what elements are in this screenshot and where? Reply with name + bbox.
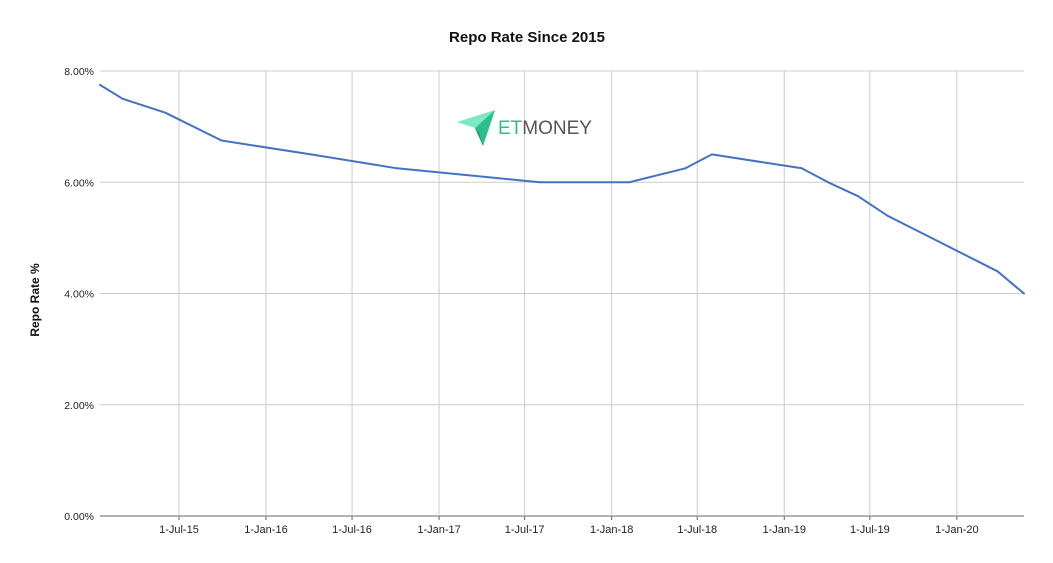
x-tick-label: 1-Jan-18 [590, 524, 633, 536]
x-tick-label: 1-Jul-15 [159, 524, 199, 536]
chart-title: Repo Rate Since 2015 [449, 29, 605, 46]
data-point [1023, 292, 1025, 295]
x-tick-label: 1-Jan-19 [763, 524, 806, 536]
x-axis-ticks: 1-Jul-15 1-Jan-16 1-Jul-16 1-Jan-17 1-Jul-17… [159, 524, 978, 536]
data-point [710, 153, 713, 156]
data-point [121, 97, 124, 100]
series-line [99, 84, 1025, 295]
x-tick-label: 1-Jan-17 [417, 524, 460, 536]
data-point [395, 167, 398, 170]
x-tick-label: 1-Jul-19 [850, 524, 890, 536]
data-point [684, 167, 687, 170]
etmoney-watermark: ETMONEY [457, 110, 592, 146]
data-point [538, 181, 541, 184]
data-point [827, 181, 830, 184]
y-axis-ticks: 0.00% 2.00% 4.00% 6.00% 8.00% [64, 66, 94, 523]
data-point [800, 167, 803, 170]
data-point [220, 139, 223, 142]
x-tick-label: 1-Jan-16 [244, 524, 287, 536]
x-tick-label: 1-Jul-18 [677, 524, 717, 536]
data-point [164, 111, 167, 114]
data-point [628, 181, 631, 184]
data-point [309, 153, 312, 156]
y-tick-label: 8.00% [64, 66, 94, 78]
data-point [996, 270, 999, 273]
y-tick-label: 2.00% [64, 400, 94, 412]
paper-plane-logo-icon [457, 110, 495, 146]
data-point [857, 195, 860, 198]
data-point [913, 228, 916, 231]
x-tick-label: 1-Jul-16 [332, 524, 372, 536]
series-layer [99, 83, 1025, 295]
x-tick-label: 1-Jul-17 [505, 524, 545, 536]
data-point [886, 214, 889, 217]
data-point [99, 83, 101, 86]
x-tick-label: 1-Jan-20 [935, 524, 978, 536]
y-tick-label: 0.00% [64, 511, 94, 523]
svg-text:ETMONEY: ETMONEY [498, 118, 592, 139]
y-tick-label: 6.00% [64, 177, 94, 189]
gridlines [100, 70, 1024, 520]
logo-text-et: ET [498, 118, 523, 139]
logo-text-money: MONEY [522, 118, 592, 139]
y-axis-label: Repo Rate % [28, 263, 42, 337]
y-tick-label: 4.00% [64, 289, 94, 301]
